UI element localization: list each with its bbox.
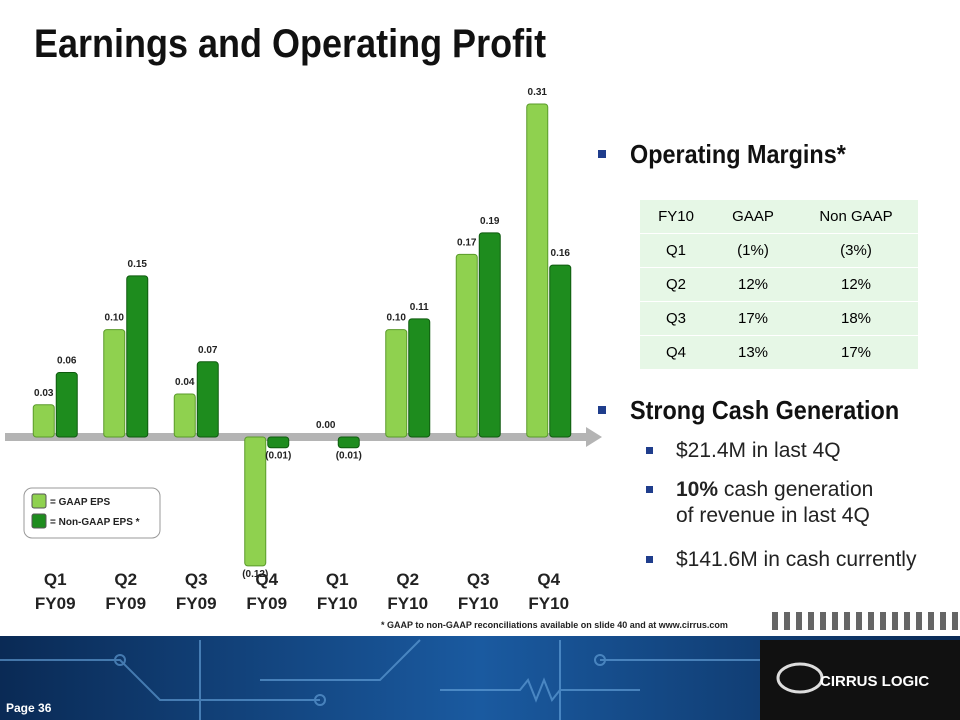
x-tick-label: Q3 FY10 (457, 570, 499, 613)
chip-pin (820, 612, 826, 630)
table-cell: Q1 (640, 233, 712, 268)
cash-item: $141.6M in cash currently (676, 548, 917, 571)
bar (526, 103, 549, 438)
bar (455, 253, 478, 438)
data-label: 0.10 (387, 313, 407, 324)
x-tick-label: Q1 FY10 (316, 570, 358, 613)
chip-pin (772, 612, 778, 630)
margin-table: FY10 GAAP Non GAAP Q1 (1%) (3%) Q2 12% 12% Q… (640, 199, 918, 369)
table-cell: (3%) (794, 233, 918, 268)
legend-label: = Non-GAAP EPS * (50, 517, 140, 528)
text: of revenue in last 4Q (676, 504, 870, 527)
chip-pin (784, 612, 790, 630)
data-label: 0.04 (175, 377, 195, 388)
cash-item: $21.4M in last 4Q (676, 439, 841, 462)
table-cell: 18% (794, 301, 918, 336)
bar (196, 361, 219, 438)
bar (478, 232, 501, 438)
table-cell: Q2 (640, 267, 712, 302)
legend-label: = GAAP EPS (50, 497, 110, 508)
table-cell: 12% (794, 267, 918, 302)
chip-pin (952, 612, 958, 630)
chip-pin (940, 612, 946, 630)
bar (408, 318, 431, 438)
legend (23, 487, 161, 539)
table-header: Non GAAP (794, 199, 918, 234)
logo-mark (776, 662, 824, 694)
logo-text: CIRRUS LOGIC (820, 673, 929, 690)
table-cell: 17% (794, 335, 918, 369)
bar (385, 329, 408, 438)
bullet (646, 447, 653, 454)
data-label: 0.00 (316, 420, 336, 431)
data-label: 0.03 (34, 388, 54, 399)
chip-pin (892, 612, 898, 630)
cash-item: 10% cash generation of revenue in last 4Q (676, 477, 873, 529)
chip-pin (904, 612, 910, 630)
bar (337, 436, 360, 449)
footnote: * GAAP to non-GAAP reconciliations avail… (381, 620, 728, 630)
heading: Operating Margins* (630, 139, 846, 169)
chip-pin (844, 612, 850, 630)
data-label: 0.17 (457, 237, 477, 248)
data-label: (0.01) (265, 451, 291, 462)
data-label: 0.11 (410, 302, 429, 313)
chip-pin (856, 612, 862, 630)
table-cell: 17% (712, 301, 794, 336)
x-tick-label: Q1 FY09 (34, 570, 76, 613)
data-label: (0.01) (336, 451, 362, 462)
table-cell: 12% (712, 267, 794, 302)
title: Earnings and Operating Profit (34, 22, 547, 66)
data-label: 0.31 (528, 87, 548, 98)
text: cash generation (718, 478, 874, 501)
chip-pin (880, 612, 886, 630)
x-tick-label: Q2 FY10 (387, 570, 429, 613)
bullet (598, 150, 606, 158)
bar (173, 393, 196, 438)
data-label: (0.12) (242, 569, 268, 580)
zero-axis (5, 427, 602, 447)
chip-pin (796, 612, 802, 630)
table-cell: (1%) (712, 233, 794, 268)
data-label: 0.15 (128, 259, 148, 270)
bar (55, 372, 78, 438)
x-tick-label: Q4 FY10 (528, 570, 570, 613)
bar (126, 275, 149, 438)
circuit (0, 639, 760, 720)
bar (244, 436, 267, 567)
data-label: 0.06 (57, 356, 77, 367)
chip-pin (832, 612, 838, 630)
x-tick-label: Q4 FY09 (246, 570, 288, 613)
legend-swatch (31, 493, 47, 509)
bar (549, 264, 572, 438)
table-cell: Q3 (640, 301, 712, 336)
logo-box (760, 640, 960, 720)
bullet (646, 556, 653, 563)
bar (103, 329, 126, 438)
chip-pin (808, 612, 814, 630)
x-tick-label: Q3 FY09 (175, 570, 217, 613)
bar (267, 436, 290, 449)
chip-pin (868, 612, 874, 630)
heading: Strong Cash Generation (630, 395, 900, 425)
legend-swatch (31, 513, 47, 529)
bar (32, 404, 55, 438)
table-cell: 13% (712, 335, 794, 369)
table-header: GAAP (712, 199, 794, 234)
chip-pin (928, 612, 934, 630)
data-label: 0.16 (551, 248, 571, 259)
table-cell: Q4 (640, 335, 712, 369)
data-label: 0.10 (105, 313, 125, 324)
data-label: 0.07 (198, 345, 218, 356)
data-label: 0.19 (480, 216, 500, 227)
emphasis: 10% (676, 478, 719, 501)
bullet (646, 486, 653, 493)
x-tick-label: Q2 FY09 (105, 570, 147, 613)
table-header: FY10 (640, 199, 712, 234)
page-number: Page 36 (6, 701, 52, 715)
bullet (598, 406, 606, 414)
chip-pin (916, 612, 922, 630)
